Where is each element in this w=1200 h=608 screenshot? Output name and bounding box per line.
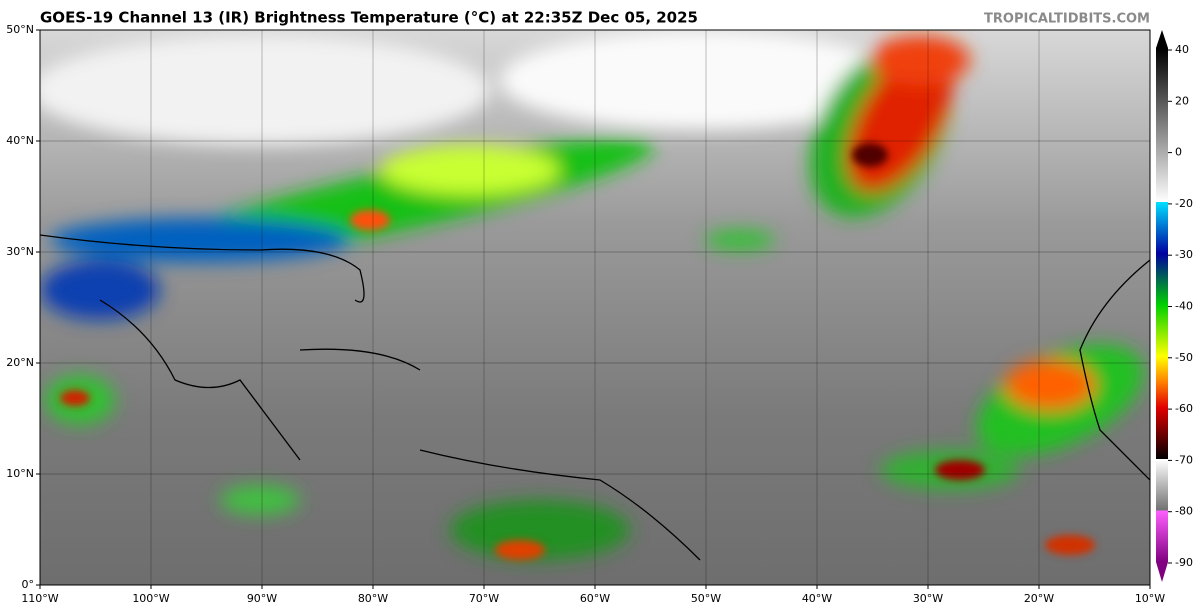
lat-label: 20°N: [6, 356, 34, 369]
lon-label: 60°W: [580, 592, 610, 605]
lat-label: 30°N: [6, 245, 34, 258]
lon-label: 110°W: [21, 592, 58, 605]
colorbar-label: 0: [1175, 146, 1182, 159]
colorbar-label: 40: [1175, 43, 1189, 56]
lon-label: 40°W: [802, 592, 832, 605]
coastline: [40, 234, 1150, 561]
lon-label: 100°W: [132, 592, 169, 605]
colorbar-arrow: [1156, 30, 1168, 48]
colorbar-label: -20: [1175, 197, 1193, 210]
colorbar-gradient: [1156, 48, 1168, 562]
lat-label: 40°N: [6, 134, 34, 147]
colorbar-label: -70: [1175, 453, 1193, 466]
lat-label: 0°: [22, 578, 35, 591]
imagery: [40, 30, 1150, 585]
colorbar-label: -90: [1175, 556, 1193, 569]
watermark: TROPICALTIDBITS.COM: [984, 12, 1150, 27]
colorbar-label: -50: [1175, 351, 1193, 364]
lon-label: 70°W: [469, 592, 499, 605]
lon-label: 80°W: [358, 592, 388, 605]
lon-label: 50°W: [691, 592, 721, 605]
lon-label: 10°W: [1135, 592, 1165, 605]
colorbar-label: -60: [1175, 402, 1193, 415]
lon-label: 30°W: [913, 592, 943, 605]
colorbar-label: -40: [1175, 300, 1193, 313]
title: GOES-19 Channel 13 (IR) Brightness Tempe…: [40, 9, 698, 27]
lon-label: 20°W: [1024, 592, 1054, 605]
lat-label: 50°N: [6, 23, 34, 36]
colorbar: [1156, 30, 1168, 582]
colorbar-label: 20: [1175, 94, 1189, 107]
colorbar-arrow: [1156, 562, 1168, 582]
colorbar-label: -80: [1175, 505, 1193, 518]
colorbar-label: -30: [1175, 248, 1193, 261]
lon-label: 90°W: [247, 592, 277, 605]
lat-label: 10°N: [6, 467, 34, 480]
